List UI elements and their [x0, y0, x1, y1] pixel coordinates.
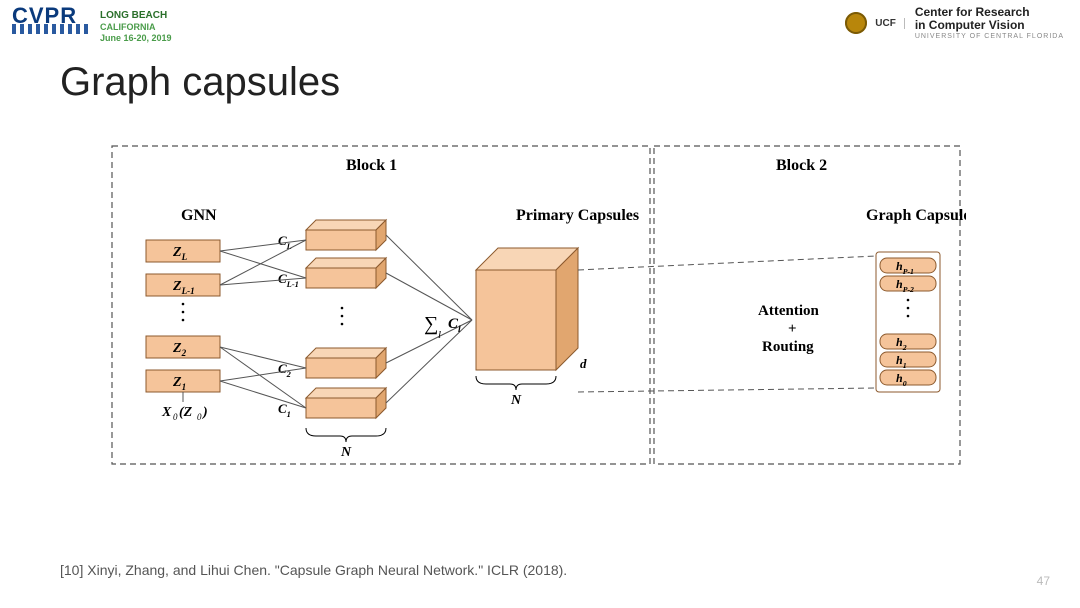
page-title: Graph capsules: [60, 60, 340, 105]
svg-text:Graph Capsules: Graph Capsules: [866, 207, 966, 224]
svg-text:Attention: Attention: [758, 303, 819, 319]
svg-text:N: N: [510, 393, 522, 408]
svg-text:Routing: Routing: [762, 339, 814, 355]
header: CVPR LONG BEACH CALIFORNIA June 16-20, 2…: [0, 0, 1080, 50]
ucf-sub: UNIVERSITY OF CENTRAL FLORIDA: [915, 33, 1064, 40]
diagram: Block 1 Block 2 GNN Primary Capsules Graph C…: [106, 140, 966, 470]
diagram-svg: Block 1 Block 2 GNN Primary Capsules Graph C…: [106, 140, 966, 470]
cvpr-dates: June 16-20, 2019: [100, 33, 172, 44]
cvpr-region: CALIFORNIA: [100, 22, 172, 33]
svg-text:0: 0: [197, 412, 202, 422]
svg-text:C1: C1: [278, 401, 291, 419]
svg-text:Block 2: Block 2: [776, 157, 827, 174]
cvpr-logo: CVPR LONG BEACH CALIFORNIA June 16-20, 2…: [12, 6, 172, 44]
svg-text:∑: ∑: [424, 313, 438, 335]
ucf-line2: in Computer Vision: [915, 18, 1025, 32]
ucf-short: UCF: [875, 18, 905, 29]
svg-text:d: d: [580, 356, 587, 371]
svg-text:+: +: [788, 321, 797, 337]
cvpr-location: LONG BEACH CALIFORNIA June 16-20, 2019: [100, 6, 172, 44]
svg-text:GNN: GNN: [181, 207, 217, 224]
ucf-center-name: Center for Research in Computer Vision U…: [915, 6, 1064, 41]
citation: [10] Xinyi, Zhang, and Lihui Chen. "Caps…: [60, 562, 567, 578]
svg-text:Cl: Cl: [448, 316, 461, 335]
svg-text:0: 0: [173, 412, 178, 422]
page-number: 47: [1037, 574, 1050, 588]
svg-text:): ): [201, 405, 208, 420]
svg-text:Block 1: Block 1: [346, 157, 397, 174]
ucf-seal-icon: [845, 12, 867, 34]
svg-text:(Z: (Z: [179, 405, 193, 420]
svg-text:l: l: [438, 329, 441, 341]
ucf-logo: UCF Center for Research in Computer Visi…: [845, 6, 1064, 41]
svg-text:Primary Capsules: Primary Capsules: [516, 207, 639, 224]
svg-text:X: X: [161, 405, 172, 420]
svg-text:N: N: [340, 445, 352, 460]
cvpr-skyline-icon: [12, 24, 90, 34]
cvpr-mark: CVPR: [12, 6, 90, 34]
cvpr-city: LONG BEACH: [100, 10, 172, 22]
